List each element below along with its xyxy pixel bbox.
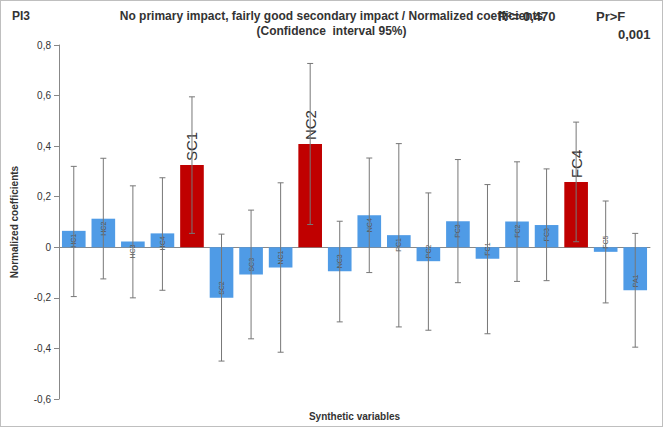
svg-text:PI3: PI3 [12, 9, 30, 23]
svg-text:FC2: FC2 [513, 224, 521, 238]
svg-text:SC1: SC1 [183, 131, 201, 162]
svg-text:NC2: NC2 [301, 110, 319, 141]
svg-text:-0,6: -0,6 [34, 394, 52, 405]
svg-text:(Confidence interval 95%): (Confidence interval 95%) [256, 24, 406, 38]
svg-text:HC3: HC3 [129, 244, 137, 259]
svg-text:0,8: 0,8 [37, 40, 51, 51]
svg-text:SC2: SC2 [218, 281, 225, 295]
svg-text:No primary impact, fairly good: No primary impact, fairly good secondary… [120, 9, 544, 23]
svg-text:0,001: 0,001 [618, 27, 651, 42]
svg-text:0: 0 [45, 242, 51, 253]
svg-text:PC1: PC1 [395, 238, 403, 252]
svg-text:SC3: SC3 [247, 258, 255, 272]
svg-text:-0,4: -0,4 [34, 343, 52, 354]
svg-text:HC1: HC1 [70, 233, 78, 248]
svg-text:NC4: NC4 [365, 218, 373, 233]
svg-text:FC3: FC3 [543, 228, 551, 242]
svg-text:FC1: FC1 [484, 242, 491, 256]
svg-text:PA1: PA1 [631, 274, 639, 288]
svg-text:0,6: 0,6 [37, 90, 51, 101]
svg-text:Synthetic variables: Synthetic variables [309, 411, 401, 422]
svg-text:NC3: NC3 [336, 254, 344, 269]
svg-text:NC1: NC1 [277, 250, 285, 265]
svg-text:PC3: PC3 [454, 224, 462, 238]
svg-text:FC5: FC5 [602, 235, 610, 249]
svg-text:Pr>F: Pr>F [596, 9, 625, 24]
svg-text:HC2: HC2 [99, 221, 107, 236]
svg-text:PC2: PC2 [424, 244, 432, 259]
svg-text:R²= 0,470: R²= 0,470 [498, 9, 555, 24]
svg-text:FC4: FC4 [567, 149, 585, 178]
svg-text:0,4: 0,4 [37, 141, 51, 152]
svg-text:Normalized coefficients: Normalized coefficients [9, 165, 20, 278]
svg-text:HC4: HC4 [158, 236, 166, 251]
svg-text:-0,2: -0,2 [34, 292, 52, 303]
svg-text:0,2: 0,2 [37, 191, 51, 202]
